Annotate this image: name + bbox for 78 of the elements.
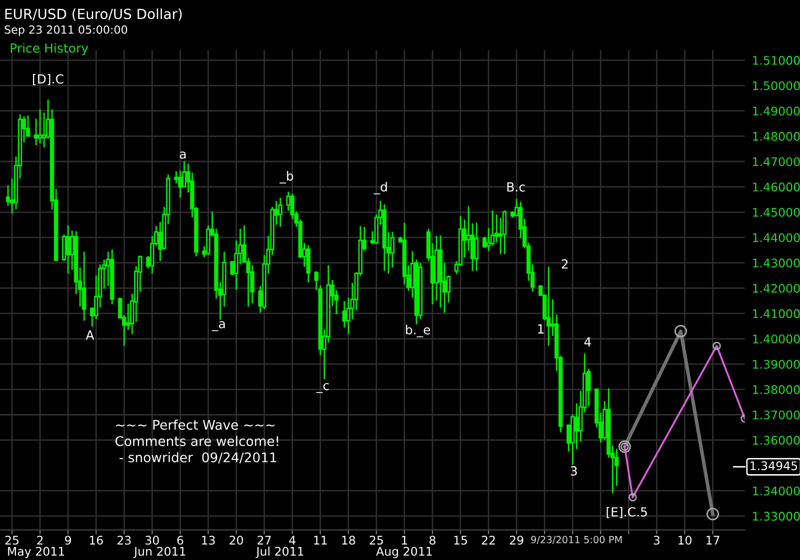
annotation: A xyxy=(86,330,94,340)
candlestick xyxy=(178,170,182,198)
y-tick-label: 1.40000 xyxy=(753,334,800,344)
annotation: 3 xyxy=(570,466,577,476)
x-tick-label: 4 xyxy=(289,536,296,545)
x-tick-label: 18 xyxy=(342,536,356,545)
candlestick xyxy=(174,171,178,184)
x-tick-label: 15 xyxy=(454,536,467,545)
annotation: ~~~ Perfect Wave ~~~ Comments are welcome! - snowrider 09/24/2011 xyxy=(115,420,278,464)
y-tick-label: 1.39000 xyxy=(753,360,800,369)
y-tick-label: 1.33000 xyxy=(753,512,800,521)
annotation: [E].C.5 xyxy=(606,506,647,518)
y-tick-label: 1.45000 xyxy=(753,208,800,217)
x-tick-label: 17 xyxy=(706,536,720,545)
y-tick-label: 1.46000 xyxy=(753,182,800,192)
y-tick-label: 1.37000 xyxy=(753,410,800,420)
x-tick-label: 1 xyxy=(402,536,408,545)
annotation: b._e xyxy=(406,324,430,338)
candlestick xyxy=(278,198,282,227)
candlestick xyxy=(502,210,507,254)
x-tick-label: 9 xyxy=(65,536,71,545)
candlestick xyxy=(66,225,70,274)
x-tick-label: 6 xyxy=(177,536,184,545)
annotation: 4 xyxy=(584,337,591,346)
chart-title: EUR/USD (Euro/US Dollar) xyxy=(5,8,182,21)
x-tick-label: 23 xyxy=(117,536,131,545)
y-tick-label: 1.36000 xyxy=(753,436,800,445)
annotation: 1 xyxy=(538,324,544,334)
x-tick-label: 13 xyxy=(202,536,215,545)
annotation: _b xyxy=(280,171,294,184)
candlestick xyxy=(342,301,346,328)
annotation: [D].C xyxy=(33,74,64,86)
y-tick-label: 1.47000 xyxy=(753,157,800,166)
x-tick-label: 27 xyxy=(258,536,271,545)
annotation: _c xyxy=(316,383,329,394)
y-tick-label: 1.44000 xyxy=(753,233,800,242)
candlestick xyxy=(82,252,86,321)
x2-tick-label: Aug 2011 xyxy=(376,546,432,558)
y-tick-label: 1.49000 xyxy=(753,106,800,116)
x-tick-label: 22 xyxy=(482,536,495,545)
candlestick xyxy=(306,245,310,282)
y-tick-label: 1.51000 xyxy=(753,56,800,65)
x2-tick-label: Jun 2011 xyxy=(133,546,186,558)
annotation: a xyxy=(180,152,186,159)
x-tick-label: 10 xyxy=(678,536,692,545)
candlestick xyxy=(546,266,551,346)
x-tick-label: 16 xyxy=(90,536,103,545)
x-tick-label: 3 xyxy=(654,536,660,545)
ref-line-label: 1.34945 xyxy=(750,461,798,470)
candlestick xyxy=(574,403,579,450)
x-tick-label: 8 xyxy=(430,536,436,545)
candlestick xyxy=(474,222,479,271)
y-tick-label: 1.38000 xyxy=(753,385,800,394)
y-tick-label: 1.34000 xyxy=(753,486,800,496)
annotation: 2 xyxy=(562,259,568,269)
chart-subtitle: Sep 23 2011 05:00:00 xyxy=(4,25,128,36)
x2-tick-label: Jul 2011 xyxy=(256,546,304,558)
x-tick-label: 29 xyxy=(510,536,524,545)
y-tick-label: 1.43000 xyxy=(753,258,800,268)
annotation: B.c xyxy=(507,182,525,192)
candlestick xyxy=(34,118,38,146)
x-tick-label: 2 xyxy=(37,536,43,545)
annotation: _a xyxy=(212,321,225,332)
candlestick xyxy=(38,109,42,144)
x-tick-label: 25 xyxy=(5,536,18,545)
y-tick-label: 1.42000 xyxy=(753,284,800,293)
candlestick xyxy=(286,192,290,211)
x2-tick-label: May 2011 xyxy=(8,546,64,558)
y-tick-label: 1.41000 xyxy=(753,309,800,318)
x-tick-label: 30 xyxy=(146,536,159,545)
y-tick-label: 1.48000 xyxy=(753,132,800,141)
x-tick-label: 11 xyxy=(314,536,327,545)
y-tick-label: 1.50000 xyxy=(753,81,800,90)
x-tick-label: 20 xyxy=(230,536,243,545)
x-tick-label: 25 xyxy=(370,536,383,545)
annotation: _d xyxy=(374,182,387,194)
text: 9/23/2011 5:00 PM xyxy=(531,536,622,544)
annotation: Price History xyxy=(10,43,88,56)
